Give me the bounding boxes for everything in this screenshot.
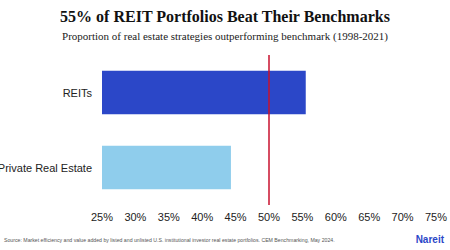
x-tick-label: 25% <box>91 211 113 223</box>
x-tick-label: 70% <box>392 211 414 223</box>
chart-svg: 55% of REIT Portfolios Beat Their Benchm… <box>0 0 450 250</box>
source-note: Source: Market efficiency and value adde… <box>4 237 335 243</box>
background <box>0 0 450 250</box>
category-label: REITs <box>63 87 93 99</box>
reference-line-group <box>269 55 270 205</box>
x-tick-label: 75% <box>425 211 447 223</box>
category-label: Private Real Estate <box>0 162 92 174</box>
bars <box>102 71 306 190</box>
x-tick-label: 35% <box>158 211 180 223</box>
x-tick-label: 30% <box>124 211 146 223</box>
logo: Nareit <box>416 234 445 245</box>
x-tick-label: 40% <box>191 211 213 223</box>
reference-line <box>268 55 270 205</box>
x-tick-label: 65% <box>358 211 380 223</box>
title: 55% of REIT Portfolios Beat Their Benchm… <box>60 8 390 25</box>
x-tick-label: 45% <box>225 211 247 223</box>
x-tick-label: 60% <box>325 211 347 223</box>
bar <box>102 146 231 190</box>
bar <box>102 71 306 115</box>
x-tick-label: 50% <box>258 211 280 223</box>
chart-container: 55% of REIT Portfolios Beat Their Benchm… <box>0 0 450 250</box>
subtitle: Proportion of real estate strategies out… <box>62 30 388 43</box>
x-tick-label: 55% <box>291 211 313 223</box>
